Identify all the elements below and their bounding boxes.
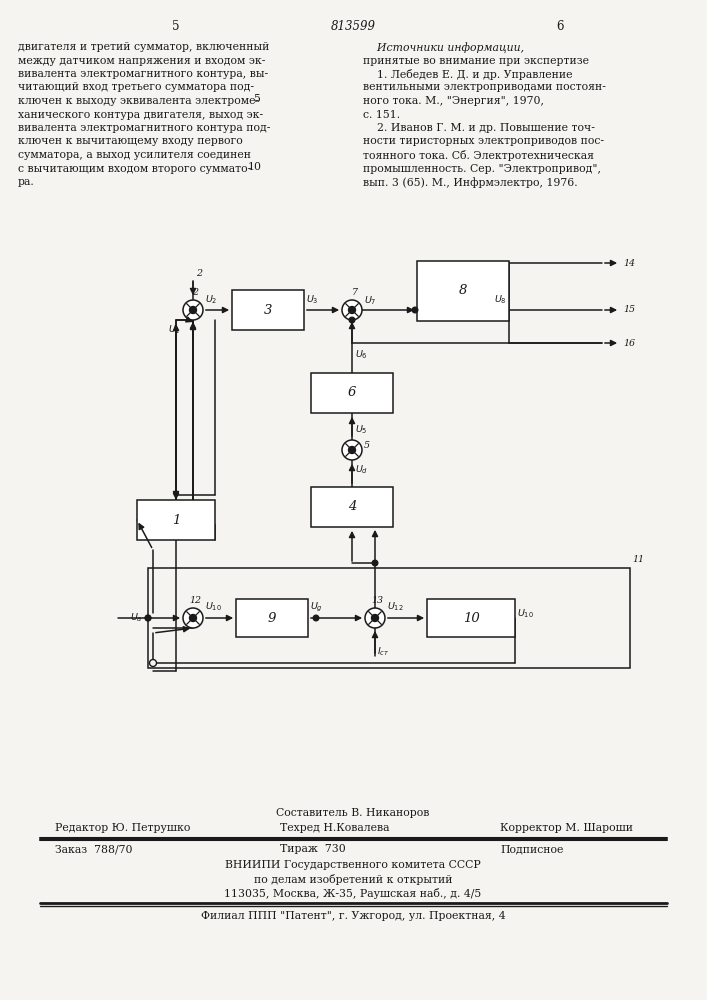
Text: сумматора, а выход усилителя соединен: сумматора, а выход усилителя соединен: [18, 150, 251, 160]
Text: Составитель В. Никаноров: Составитель В. Никаноров: [276, 808, 430, 818]
Circle shape: [183, 608, 203, 628]
Text: 14: 14: [623, 258, 635, 267]
Text: 10: 10: [248, 161, 262, 172]
Text: Филиал ППП "Патент", г. Ужгород, ул. Проектная, 4: Филиал ППП "Патент", г. Ужгород, ул. Про…: [201, 911, 506, 921]
Text: Техред Н.Ковалева: Техред Н.Ковалева: [280, 823, 390, 833]
Circle shape: [365, 608, 385, 628]
Text: $U_{10}$: $U_{10}$: [517, 608, 534, 620]
Text: двигателя и третий сумматор, включенный: двигателя и третий сумматор, включенный: [18, 42, 269, 52]
Text: ра.: ра.: [18, 177, 35, 187]
Text: между датчиком напряжения и входом эк-: между датчиком напряжения и входом эк-: [18, 55, 265, 66]
Circle shape: [189, 614, 197, 621]
Text: 11: 11: [632, 555, 644, 564]
Text: Редактор Ю. Петрушко: Редактор Ю. Петрушко: [55, 823, 190, 833]
Text: $U_5$: $U_5$: [355, 424, 368, 436]
Text: 16: 16: [623, 338, 635, 348]
Text: $I_{cт}$: $I_{cт}$: [377, 646, 390, 658]
Text: Подписное: Подписное: [500, 844, 563, 854]
Circle shape: [371, 614, 378, 621]
Text: промышленность. Сер. "Электропривод",: промышленность. Сер. "Электропривод",: [363, 163, 601, 174]
Text: Корректор М. Шароши: Корректор М. Шароши: [500, 823, 633, 833]
Text: 5: 5: [364, 440, 370, 450]
Bar: [417, 260, 509, 320]
Text: 4: 4: [348, 500, 356, 514]
Circle shape: [412, 307, 418, 313]
Text: 2: 2: [192, 288, 198, 297]
Text: $U_7$: $U_7$: [364, 294, 377, 307]
Text: 3: 3: [264, 304, 272, 316]
Text: 113035, Москва, Ж-35, Раушская наб., д. 4/5: 113035, Москва, Ж-35, Раушская наб., д. …: [224, 888, 481, 899]
Text: ности тиристорных электроприводов пос-: ности тиристорных электроприводов пос-: [363, 136, 604, 146]
Circle shape: [183, 300, 203, 320]
Circle shape: [145, 615, 151, 621]
Text: $U_3$: $U_3$: [306, 294, 319, 306]
Text: $U_{10}$: $U_{10}$: [205, 600, 222, 613]
Circle shape: [313, 615, 319, 621]
Circle shape: [342, 300, 362, 320]
Text: 1. Лебедев Е. Д. и др. Управление: 1. Лебедев Е. Д. и др. Управление: [363, 69, 573, 80]
Text: 12: 12: [189, 596, 201, 605]
Text: вып. 3 (65). М., Инфрмэлектро, 1976.: вып. 3 (65). М., Инфрмэлектро, 1976.: [363, 177, 578, 188]
Text: 15: 15: [623, 306, 635, 314]
Text: тоянного тока. Сб. Электротехническая: тоянного тока. Сб. Электротехническая: [363, 150, 594, 161]
Text: 813599: 813599: [330, 20, 375, 33]
Circle shape: [349, 317, 355, 323]
Text: 6: 6: [556, 20, 563, 33]
Text: ного тока. М., "Энергия", 1970,: ного тока. М., "Энергия", 1970,: [363, 96, 544, 106]
Text: 9: 9: [268, 611, 276, 624]
Text: вивалента электромагнитного контура, вы-: вивалента электромагнитного контура, вы-: [18, 69, 268, 79]
Bar: [148, 568, 630, 668]
Bar: [311, 487, 393, 527]
Circle shape: [372, 560, 378, 566]
Circle shape: [145, 615, 151, 621]
Text: 5: 5: [253, 94, 260, 104]
Text: с. 151.: с. 151.: [363, 109, 400, 119]
Bar: [236, 599, 308, 637]
Text: ключен к вычитающему входу первого: ключен к вычитающему входу первого: [18, 136, 243, 146]
Text: Источники информации,: Источники информации,: [363, 42, 524, 53]
Text: 2: 2: [196, 269, 202, 278]
Text: $U_d$: $U_d$: [355, 463, 368, 476]
Bar: [232, 290, 304, 330]
Text: $U_{12}$: $U_{12}$: [387, 600, 404, 613]
Text: вивалента электромагнитного контура под-: вивалента электромагнитного контура под-: [18, 123, 270, 133]
Text: $U_2$: $U_2$: [205, 294, 218, 306]
Bar: [311, 373, 393, 413]
Text: читающий вход третьего сумматора под-: читающий вход третьего сумматора под-: [18, 83, 254, 93]
Text: 7: 7: [352, 288, 358, 297]
Text: 13: 13: [371, 596, 383, 605]
Text: вентильными электроприводами постоян-: вентильными электроприводами постоян-: [363, 83, 606, 93]
Circle shape: [349, 306, 356, 314]
Text: 8: 8: [459, 284, 467, 297]
Text: $U_6$: $U_6$: [355, 349, 368, 361]
Text: $U_g$: $U_g$: [310, 601, 323, 614]
Text: с вычитающим входом второго суммато-: с вычитающим входом второго суммато-: [18, 163, 251, 174]
Text: принятые во внимание при экспертизе: принятые во внимание при экспертизе: [363, 55, 589, 66]
Text: $U_a$: $U_a$: [130, 612, 143, 624]
Circle shape: [349, 446, 356, 454]
Text: $U_8$: $U_8$: [494, 294, 507, 306]
Text: 5: 5: [173, 20, 180, 33]
Text: ВНИИПИ Государственного комитета СССР: ВНИИПИ Государственного комитета СССР: [225, 860, 481, 870]
Text: Тираж  730: Тираж 730: [280, 844, 346, 854]
Text: по делам изобретений к открытий: по делам изобретений к открытий: [254, 874, 452, 885]
Text: ключен к выходу эквивалента электроме-: ключен к выходу эквивалента электроме-: [18, 96, 259, 106]
Text: ханического контура двигателя, выход эк-: ханического контура двигателя, выход эк-: [18, 109, 263, 119]
Circle shape: [342, 440, 362, 460]
Text: Заказ  788/70: Заказ 788/70: [55, 844, 132, 854]
Bar: [427, 599, 515, 637]
Text: 6: 6: [348, 386, 356, 399]
Text: 1: 1: [172, 514, 180, 526]
Text: 2. Иванов Г. М. и др. Повышение точ-: 2. Иванов Г. М. и др. Повышение точ-: [363, 123, 595, 133]
Circle shape: [189, 306, 197, 314]
Bar: [137, 500, 215, 540]
Circle shape: [149, 660, 156, 666]
Text: 10: 10: [462, 611, 479, 624]
Text: $U_1$: $U_1$: [168, 323, 181, 336]
